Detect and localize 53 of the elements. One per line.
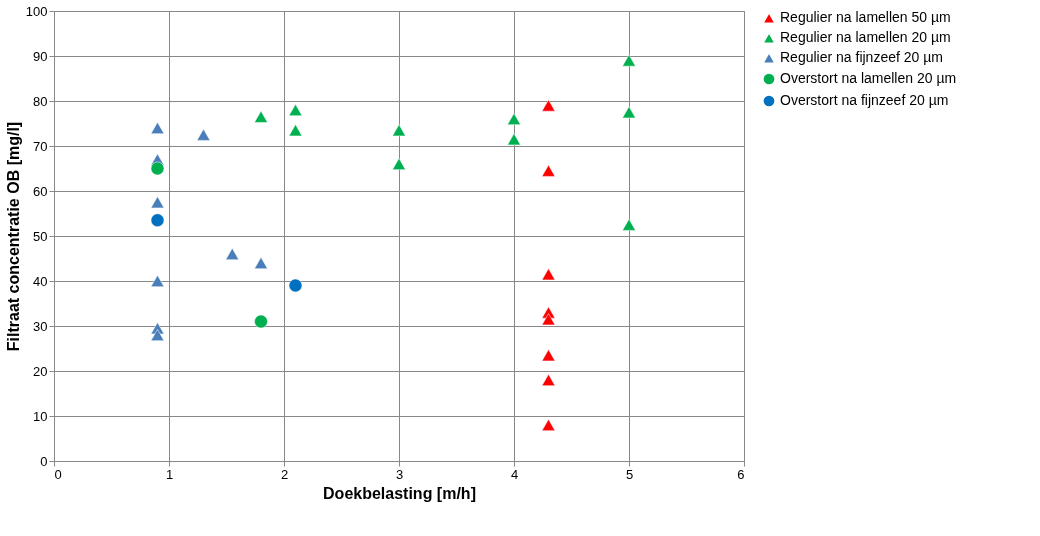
- point: [541, 99, 556, 112]
- legend-label: Regulier na lamellen 20 µm: [780, 29, 951, 45]
- point: [150, 122, 165, 134]
- point: [392, 158, 406, 170]
- point: [622, 106, 636, 119]
- point: [196, 128, 211, 141]
- point: [288, 124, 303, 137]
- point: [254, 110, 268, 123]
- point: [541, 164, 556, 177]
- point: [225, 248, 240, 260]
- x-tick-label: 6: [737, 466, 745, 482]
- y-tick-label: 0: [40, 453, 48, 469]
- x-tick-label: 2: [280, 466, 289, 482]
- point: [150, 275, 165, 287]
- x-tick-label: 4: [510, 466, 519, 482]
- point: [622, 218, 636, 231]
- point: [507, 113, 521, 125]
- point: [541, 374, 556, 386]
- y-tick-label: 90: [33, 48, 48, 64]
- point: [541, 349, 556, 362]
- y-tick-label: 70: [33, 138, 48, 154]
- point: [150, 161, 165, 176]
- point: [392, 124, 406, 137]
- y-tick-label: 60: [33, 183, 48, 199]
- legend-label: Overstort na lamellen 20 µm: [780, 70, 957, 86]
- y-tick-label: 20: [33, 363, 48, 379]
- x-tick-label: 5: [625, 466, 634, 482]
- point: [150, 329, 165, 341]
- legend-label: Overstort na fijnzeef 20 µm: [780, 92, 949, 108]
- point: [541, 419, 556, 431]
- legend-label: Regulier na lamellen 50 µm: [780, 9, 951, 25]
- y-tick-label: 50: [33, 228, 48, 244]
- point: [150, 196, 165, 209]
- point: [150, 213, 165, 228]
- y-tick-label: 30: [33, 318, 48, 334]
- y-axis-title: Filtraat concentratie OB [mg/l]: [4, 121, 22, 352]
- point: [254, 314, 268, 329]
- x-tick-label: 0: [54, 466, 62, 482]
- point: [622, 54, 636, 67]
- point: [288, 278, 303, 293]
- y-tick-label: 80: [33, 93, 48, 109]
- legend-label: Regulier na fijnzeef 20 µm: [780, 49, 943, 65]
- y-tick-label: 10: [33, 408, 48, 424]
- y-tick-label: 40: [33, 273, 48, 289]
- x-tick-label: 3: [395, 466, 404, 482]
- x-tick-label: 1: [165, 466, 174, 482]
- point: [288, 104, 303, 116]
- point: [541, 268, 556, 281]
- y-tick-label: 100: [25, 3, 48, 19]
- point: [507, 133, 521, 146]
- point: [254, 257, 268, 269]
- point: [541, 313, 556, 326]
- x-axis-title: Doekbelasting [m/h]: [323, 484, 476, 502]
